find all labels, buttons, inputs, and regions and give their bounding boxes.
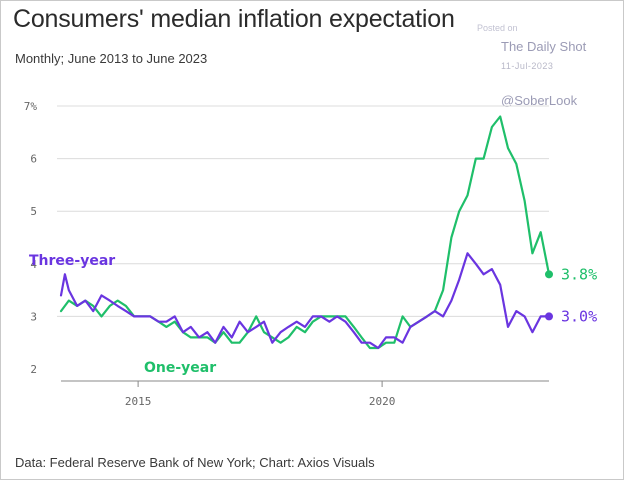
footer-source: Data: Federal Reserve Bank of New York; … xyxy=(15,455,375,470)
y-tick-label: 3 xyxy=(30,310,37,323)
watermark-source: The Daily Shot xyxy=(501,39,587,54)
y-tick-label: 5 xyxy=(30,205,37,218)
chart-title: Consumers' median inflation expectation xyxy=(13,5,455,33)
series-label-three-year: Three-year xyxy=(29,253,115,269)
chart-subtitle: Monthly; June 2013 to June 2023 xyxy=(15,51,208,66)
x-tick-label: 2015 xyxy=(125,395,152,408)
y-tick-label: 4 xyxy=(30,258,37,271)
y-tick-label: 6 xyxy=(30,153,37,166)
end-point-one-year xyxy=(545,270,553,279)
y-tick-label: 7% xyxy=(24,100,38,113)
watermark-posted: Posted on xyxy=(477,23,518,33)
series-line-one-year xyxy=(59,115,551,350)
end-label-three-year: 3.0% xyxy=(561,307,597,325)
watermark-date: 11-Jul-2023 xyxy=(501,61,554,71)
y-tick-label: 2 xyxy=(30,363,37,376)
x-tick-label: 2020 xyxy=(369,395,396,408)
watermark-handle: @SoberLook xyxy=(501,93,578,108)
end-point-three-year xyxy=(545,312,553,321)
series-line-three-year xyxy=(59,252,551,350)
end-label-one-year: 3.8% xyxy=(561,265,597,283)
series-label-one-year: One-year xyxy=(144,360,216,376)
